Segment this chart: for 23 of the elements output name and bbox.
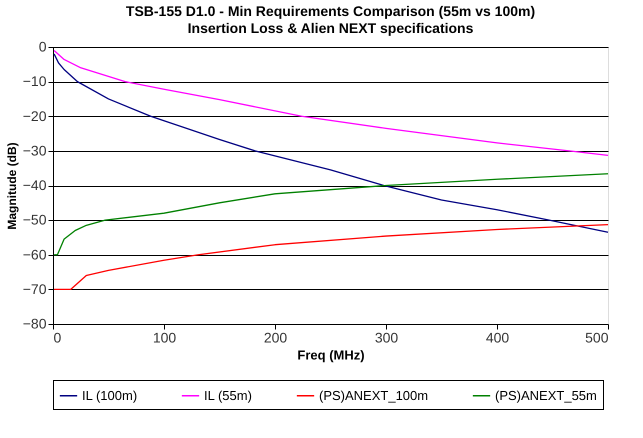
legend-label: IL (100m) — [82, 388, 138, 403]
y-tick-label: −80 — [22, 316, 47, 332]
legend-label: IL (55m) — [204, 388, 252, 403]
legend-label: (PS)ANEXT_55m — [495, 388, 597, 403]
x-tick-label: 400 — [486, 330, 510, 346]
x-tick-label: 300 — [374, 330, 398, 346]
chart-subtitle: Insertion Loss & Alien NEXT specifications — [188, 20, 474, 36]
y-axis-title: Magnitude (dB) — [4, 142, 19, 230]
x-tick-label: 0 — [54, 330, 62, 346]
y-tick-label: −70 — [22, 280, 47, 297]
y-tick-label: −60 — [22, 246, 47, 262]
y-tick-label: −30 — [22, 142, 47, 158]
chart-title: TSB-155 D1.0 - Min Requirements Comparison (55m vs 100m) — [126, 3, 536, 19]
y-tick-label: −10 — [22, 73, 47, 90]
x-tick-label: 500 — [585, 330, 609, 346]
x-tick-label: 100 — [152, 330, 176, 346]
y-tick-label: −50 — [22, 212, 47, 228]
x-axis-title: Freq (MHz) — [297, 348, 365, 362]
x-tick-label: 200 — [264, 330, 288, 346]
y-tick-label: 0 — [38, 38, 47, 54]
legend-label: (PS)ANEXT_100m — [319, 388, 428, 403]
y-tick-label: −20 — [22, 108, 47, 124]
y-tick-label: −40 — [22, 177, 47, 193]
